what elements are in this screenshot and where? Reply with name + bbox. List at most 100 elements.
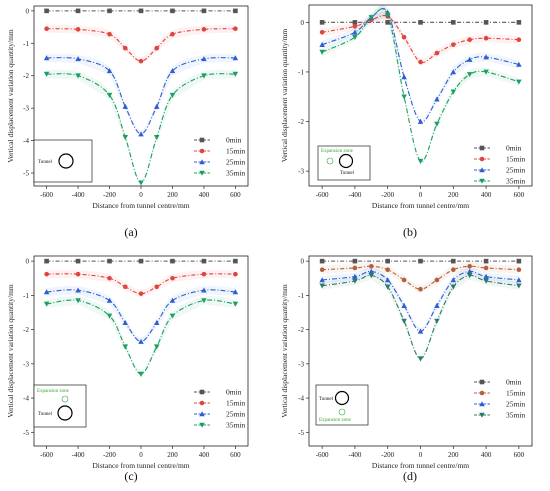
- data-point-25min: [106, 68, 113, 74]
- y-axis-label: Vertical displacement variation quantity…: [280, 29, 289, 163]
- chart-panel-1: -600 -400 -200 0 200 400 600 0 -1 -2 -3 -4 -5 Distanc…: [6, 5, 249, 239]
- data-point-25min: [319, 277, 325, 283]
- y-tick-label: -3: [23, 360, 29, 368]
- legend-label-0min: 0min: [226, 388, 242, 397]
- y-tick-label: -3: [298, 168, 304, 176]
- data-point-25min: [450, 277, 457, 283]
- x-tick-label: -600: [316, 451, 329, 459]
- data-point-25min: [319, 41, 325, 47]
- inset-box: [317, 145, 371, 181]
- legend-marker-0min: [199, 389, 205, 395]
- series-band-35min: [46, 296, 236, 379]
- data-point-35min: [483, 278, 489, 284]
- y-tick-label: -5: [23, 429, 29, 437]
- data-point-0min: [516, 258, 522, 264]
- data-point-25min: [106, 297, 113, 303]
- data-point-25min: [483, 54, 489, 60]
- data-point-25min: [232, 55, 239, 61]
- expansion-zone-circle: [338, 408, 346, 416]
- data-point-35min: [43, 71, 50, 77]
- data-point-35min: [466, 273, 473, 279]
- x-tick-label: -600: [316, 191, 329, 199]
- inset-tunnel-label: Tunnel: [38, 412, 53, 417]
- data-point-15min: [450, 267, 456, 272]
- data-point-25min: [483, 273, 489, 279]
- data-point-35min: [75, 298, 81, 304]
- legend-marker-25min: [479, 167, 485, 173]
- x-tick-label: 200: [448, 451, 459, 459]
- y-tick-label: -2: [23, 72, 29, 80]
- data-point-35min: [232, 301, 239, 307]
- data-point-35min: [319, 49, 325, 55]
- x-tick-label: -600: [40, 191, 53, 199]
- data-point-15min: [122, 284, 128, 290]
- y-tick-label: -5: [298, 429, 304, 437]
- legend-marker-35min: [479, 178, 485, 184]
- data-point-15min: [233, 26, 238, 32]
- legend-label-0min: 0min: [506, 144, 522, 153]
- legend-marker-35min: [199, 422, 205, 428]
- series-line-15min: [322, 265, 519, 290]
- x-axis-label: Distance from tunnel centre/mm: [372, 201, 469, 210]
- data-point-25min: [466, 268, 473, 274]
- data-point-35min: [352, 34, 358, 40]
- data-point-15min: [319, 29, 325, 35]
- data-point-0min: [483, 258, 489, 264]
- data-point-0min: [170, 258, 175, 264]
- data-point-25min: [138, 131, 144, 137]
- legend-marker-35min: [199, 170, 205, 176]
- y-tick-label: -1: [23, 40, 29, 48]
- data-point-15min: [170, 275, 175, 281]
- legend-marker-0min: [479, 379, 485, 385]
- x-tick-label: -600: [40, 451, 53, 459]
- data-point-35min: [417, 356, 424, 362]
- data-point-15min: [154, 45, 160, 51]
- data-point-35min: [417, 158, 424, 164]
- y-tick-label: 0: [26, 258, 30, 266]
- data-point-15min: [352, 265, 358, 271]
- data-point-25min: [417, 328, 424, 334]
- data-point-35min: [450, 284, 457, 290]
- data-point-15min: [401, 277, 407, 283]
- x-tick-label: -200: [381, 191, 394, 199]
- x-tick-label: 0: [139, 191, 143, 199]
- data-point-15min: [233, 271, 238, 277]
- x-axis-label: Distance from tunnel centre/mm: [372, 461, 469, 470]
- data-point-35min: [232, 71, 239, 77]
- data-point-0min: [450, 258, 456, 264]
- data-point-25min: [75, 287, 81, 293]
- data-point-15min: [418, 59, 423, 65]
- data-point-25min: [434, 302, 440, 308]
- inset-zone-label: Expansion zone: [321, 149, 354, 154]
- legend-label-35min: 35min: [506, 411, 525, 420]
- data-point-15min: [107, 31, 112, 37]
- inset-tunnel-label: Tunnel: [38, 160, 53, 165]
- data-point-35min: [106, 313, 113, 319]
- data-point-25min: [401, 74, 407, 80]
- x-tick-label: 200: [448, 191, 459, 199]
- x-tick-label: 600: [230, 191, 241, 199]
- legend-marker-25min: [479, 401, 485, 407]
- legend-label-35min: 35min: [226, 421, 245, 430]
- data-point-0min: [233, 8, 238, 14]
- data-point-25min: [352, 273, 358, 279]
- x-tick-label: 0: [139, 451, 143, 459]
- legend-label-25min: 25min: [506, 400, 525, 409]
- tunnel-circle: [334, 390, 350, 406]
- x-tick-label: 0: [419, 451, 423, 459]
- series-band-35min: [322, 271, 519, 363]
- expansion-zone-circle: [61, 395, 69, 403]
- x-tick-label: -200: [103, 451, 116, 459]
- data-point-35min: [43, 301, 50, 307]
- data-point-35min: [352, 278, 358, 284]
- y-tick-label: -4: [23, 395, 29, 403]
- x-tick-label: -400: [348, 451, 361, 459]
- data-point-35min: [153, 344, 160, 350]
- y-tick-label: -3: [23, 105, 29, 113]
- y-tick-label: -5: [23, 170, 29, 178]
- data-point-0min: [138, 8, 144, 14]
- data-point-35min: [75, 73, 81, 79]
- data-point-15min: [44, 271, 49, 277]
- data-point-15min: [418, 286, 423, 292]
